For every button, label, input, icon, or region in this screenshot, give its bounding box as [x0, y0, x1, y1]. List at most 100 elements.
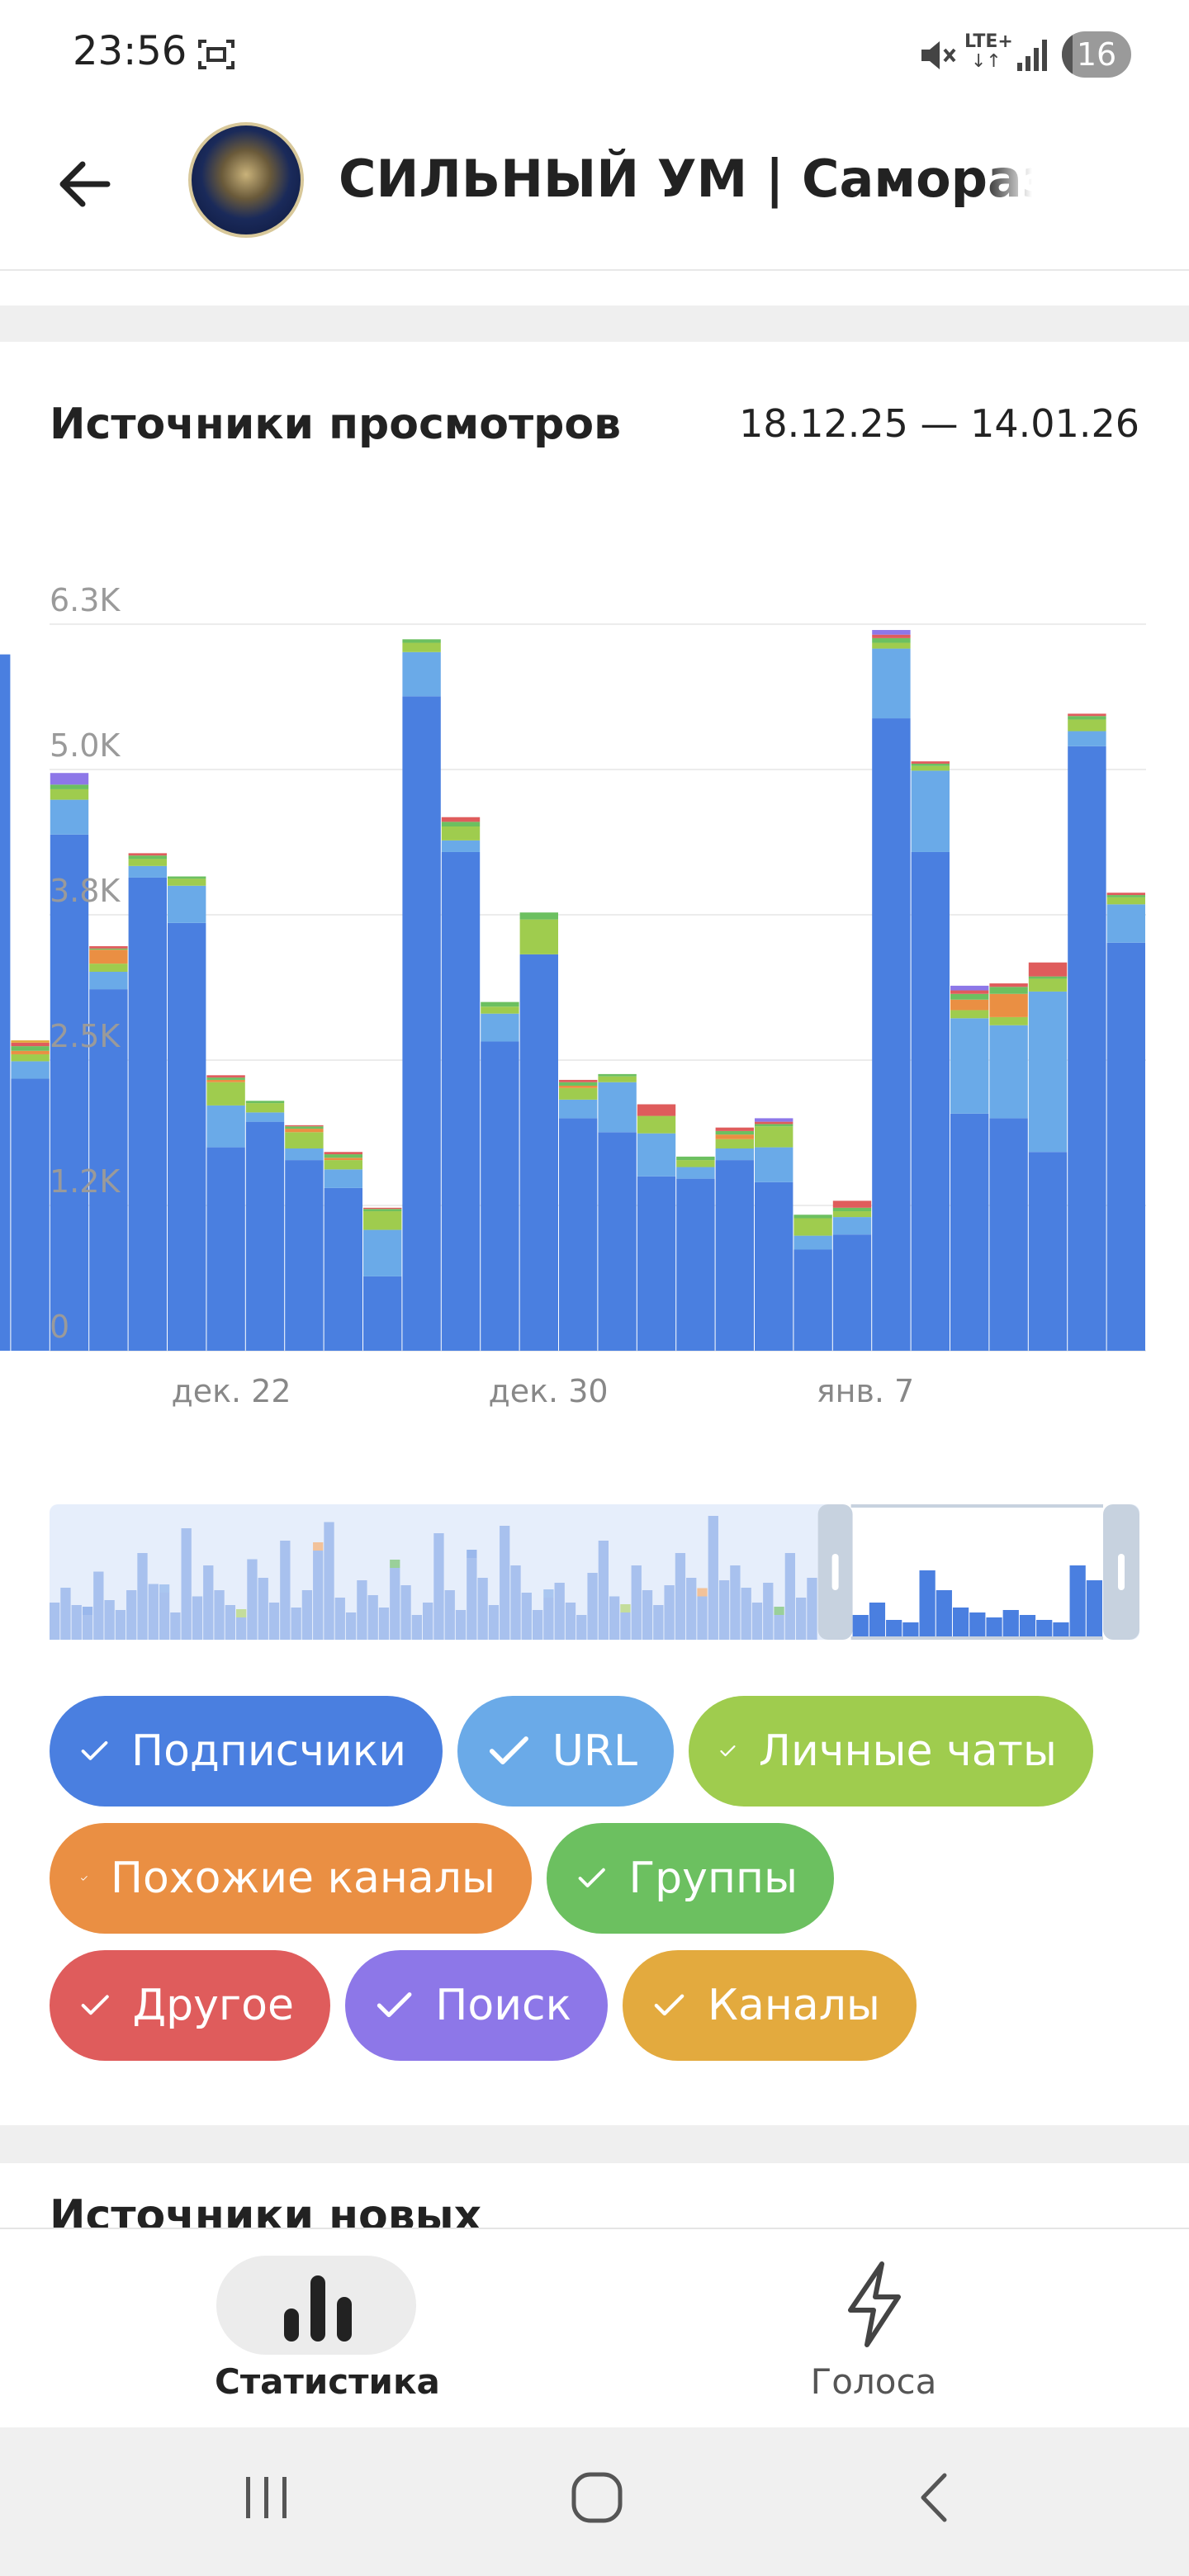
bar-segment[interactable]	[559, 1087, 598, 1100]
bar-segment[interactable]	[559, 1085, 598, 1088]
bar-segment[interactable]	[793, 1218, 832, 1236]
bar-segment[interactable]	[793, 1249, 832, 1351]
nav-boosts-label[interactable]: Голоса	[810, 2361, 937, 2402]
filter-chip[interactable]: Поиск	[345, 1950, 608, 2061]
bar-segment[interactable]	[676, 1167, 715, 1179]
bar-segment[interactable]	[402, 642, 441, 652]
bar-segment[interactable]	[324, 1152, 362, 1155]
bar-segment[interactable]	[441, 817, 481, 822]
bar-segment[interactable]	[245, 1103, 285, 1113]
bar-segment[interactable]	[324, 1187, 362, 1351]
bar-segment[interactable]	[285, 1132, 324, 1149]
bar-segment[interactable]	[832, 1200, 872, 1208]
bar-segment[interactable]	[1106, 897, 1145, 905]
bar-segment[interactable]	[989, 983, 1028, 987]
filter-chip[interactable]: Личные чаты	[689, 1696, 1093, 1807]
bar-segment[interactable]	[168, 876, 206, 879]
bar-segment[interactable]	[168, 885, 206, 923]
bar-segment[interactable]	[872, 637, 911, 643]
bar-segment[interactable]	[1028, 962, 1068, 977]
navigator-window[interactable]	[817, 1504, 1139, 1640]
bar-segment[interactable]	[1028, 991, 1068, 1153]
bar-segment[interactable]	[559, 1082, 598, 1086]
bar-segment[interactable]	[872, 634, 911, 638]
channel-title[interactable]: СИЛЬНЫЙ УМ | Саморазвитие	[339, 149, 1032, 209]
bar-segment[interactable]	[245, 1112, 285, 1122]
bar-segment[interactable]	[481, 1041, 519, 1351]
chart-range-navigator[interactable]	[50, 1498, 1139, 1646]
bar-segment[interactable]	[168, 922, 206, 1351]
bar-segment[interactable]	[89, 989, 128, 1351]
bar-segment[interactable]	[989, 987, 1028, 994]
bar-segment[interactable]	[950, 999, 989, 1011]
bar-segment[interactable]	[755, 1147, 793, 1182]
bar-segment[interactable]	[872, 642, 911, 649]
bar-segment[interactable]	[950, 985, 989, 991]
bar-segment[interactable]	[50, 788, 89, 800]
bar-segment[interactable]	[441, 826, 481, 841]
bar-segment[interactable]	[793, 1235, 832, 1250]
bar-segment[interactable]	[715, 1148, 754, 1161]
filter-chip[interactable]: URL	[457, 1696, 674, 1807]
bar-segment[interactable]	[89, 964, 128, 972]
bar-segment[interactable]	[324, 1169, 362, 1188]
bar-segment[interactable]	[441, 851, 481, 1351]
bar-segment[interactable]	[1106, 895, 1145, 897]
bar-segment[interactable]	[559, 1099, 598, 1119]
bar-segment[interactable]	[755, 1181, 793, 1351]
bar-segment[interactable]	[285, 1129, 324, 1133]
bar-segment[interactable]	[11, 1042, 50, 1047]
bar-segment[interactable]	[1028, 978, 1068, 992]
bar-segment[interactable]	[402, 651, 441, 697]
bar-segment[interactable]	[206, 1147, 245, 1351]
bar-segment[interactable]	[245, 1101, 285, 1104]
bar-segment[interactable]	[950, 1113, 989, 1351]
bar-segment[interactable]	[363, 1229, 402, 1276]
bar-segment[interactable]	[11, 1054, 50, 1062]
nav-statistics-label[interactable]: Статистика	[215, 2361, 440, 2402]
bar-segment[interactable]	[950, 990, 989, 994]
bar-segment[interactable]	[793, 1215, 832, 1219]
bar-segment[interactable]	[89, 971, 128, 990]
bar-segment[interactable]	[911, 770, 950, 852]
bar-segment[interactable]	[128, 853, 167, 856]
filter-chip[interactable]: Другое	[50, 1950, 330, 2061]
bar-segment[interactable]	[481, 1002, 519, 1007]
bar-segment[interactable]	[441, 822, 481, 826]
bar-segment[interactable]	[519, 954, 558, 1351]
bar-segment[interactable]	[832, 1217, 872, 1235]
bar-segment[interactable]	[11, 1050, 50, 1054]
bar-segment[interactable]	[1068, 746, 1106, 1351]
bar-segment[interactable]	[519, 919, 558, 954]
recent-apps-icon[interactable]	[239, 2470, 294, 2525]
bar-segment[interactable]	[989, 993, 1028, 1017]
bar-segment[interactable]	[989, 1025, 1028, 1119]
bar-segment[interactable]	[1068, 713, 1106, 717]
bar-segment[interactable]	[755, 1126, 793, 1148]
bar-segment[interactable]	[11, 1061, 50, 1079]
bar-segment[interactable]	[519, 912, 558, 920]
bar-segment[interactable]	[950, 993, 989, 1000]
bar-segment[interactable]	[598, 1076, 637, 1082]
bar-segment[interactable]	[911, 763, 950, 766]
bar-segment[interactable]	[285, 1125, 324, 1127]
bar-segment[interactable]	[50, 773, 89, 785]
bar-segment[interactable]	[89, 946, 128, 949]
bar-segment[interactable]	[911, 761, 950, 764]
bar-segment[interactable]	[1106, 904, 1145, 943]
bar-segment[interactable]	[50, 784, 89, 789]
bar-segment[interactable]	[206, 1105, 245, 1148]
bar-segment[interactable]	[832, 1211, 872, 1218]
bar-chart-icon[interactable]	[281, 2272, 355, 2343]
bar-segment[interactable]	[637, 1133, 676, 1177]
bar-segment[interactable]	[206, 1079, 245, 1082]
bar-segment[interactable]	[285, 1160, 324, 1351]
bar-segment[interactable]	[206, 1082, 245, 1106]
bar-segment[interactable]	[989, 1016, 1028, 1025]
filter-chip[interactable]: Группы	[547, 1823, 834, 1934]
bar-segment[interactable]	[1068, 716, 1106, 720]
bar-segment[interactable]	[324, 1160, 362, 1170]
bar-segment[interactable]	[1068, 731, 1106, 746]
bar-segment[interactable]	[11, 1040, 50, 1043]
bar-segment[interactable]	[363, 1207, 402, 1210]
